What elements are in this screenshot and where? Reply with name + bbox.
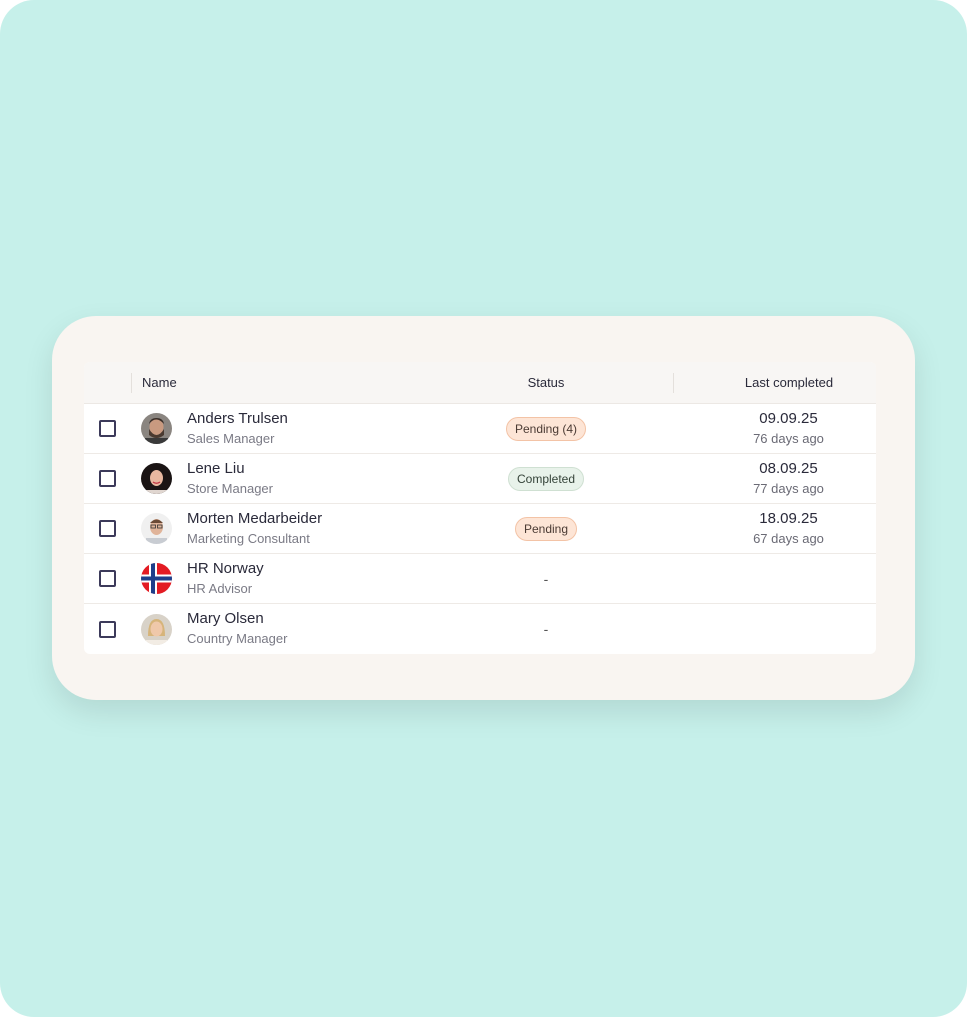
avatar (141, 463, 172, 494)
norway-flag-icon (141, 563, 172, 594)
table-row[interactable]: Mary Olsen Country Manager - (84, 604, 876, 654)
last-completed-date: 18.09.25 (759, 509, 818, 527)
table-header: Name Status Last completed (84, 362, 876, 404)
avatar (141, 513, 172, 544)
user-role: HR Advisor (187, 580, 253, 596)
header-last-completed[interactable]: Last completed (673, 372, 876, 393)
header-status[interactable]: Status (527, 375, 565, 390)
last-completed-date: 08.09.25 (759, 459, 818, 477)
user-name[interactable]: Anders Trulsen (187, 409, 288, 427)
row-checkbox[interactable] (99, 570, 116, 587)
user-role: Sales Manager (187, 430, 275, 446)
status-empty: - (543, 570, 549, 587)
table-row[interactable]: Morten Medarbeider Marketing Consultant Pe… (84, 504, 876, 554)
row-checkbox[interactable] (99, 470, 116, 487)
user-name[interactable]: HR Norway (187, 559, 264, 577)
table-row[interactable]: Lene Liu Store Manager Completed 08.09.25 77… (84, 454, 876, 504)
user-name[interactable]: Mary Olsen (187, 610, 264, 627)
header-name[interactable]: Name (131, 372, 419, 393)
status-badge: Pending (4) (505, 416, 587, 441)
user-name[interactable]: Lene Liu (187, 459, 245, 477)
user-name[interactable]: Morten Medarbeider (187, 509, 323, 527)
user-role: Marketing Consultant (187, 530, 310, 546)
status-badge: Completed (507, 466, 585, 491)
user-role: Store Manager (187, 480, 273, 496)
last-completed-ago: 76 days ago (753, 430, 824, 446)
last-completed-ago: 67 days ago (753, 530, 824, 546)
status-badge: Pending (514, 516, 578, 541)
users-table: Name Status Last completed Anders Trulse… (84, 362, 876, 654)
avatar (141, 613, 172, 645)
last-completed-date: 09.09.25 (759, 409, 818, 427)
row-checkbox[interactable] (99, 520, 116, 537)
user-role: Country Manager (187, 631, 288, 646)
status-empty: - (543, 621, 549, 637)
row-checkbox[interactable] (99, 420, 116, 437)
last-completed-ago: 77 days ago (753, 480, 824, 496)
row-checkbox[interactable] (99, 620, 116, 638)
avatar (141, 413, 172, 444)
table-row[interactable]: Anders Trulsen Sales Manager Pending (4) 09… (84, 404, 876, 454)
table-row[interactable]: HR Norway HR Advisor - (84, 554, 876, 604)
